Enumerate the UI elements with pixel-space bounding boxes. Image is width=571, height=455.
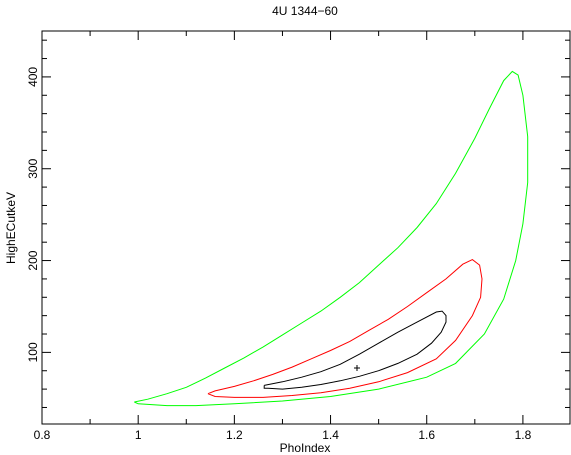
contour-line-2 bbox=[207, 259, 483, 398]
x-tick-label: 1.4 bbox=[322, 428, 339, 442]
y-tick-label: 400 bbox=[26, 67, 40, 87]
contour-lines bbox=[134, 70, 529, 407]
x-axis-ticks: 0.8 1 1.2 1.4 1.6 1.8 bbox=[34, 31, 532, 442]
y-tick-label: 300 bbox=[26, 158, 40, 178]
x-tick-label: 1.8 bbox=[515, 428, 532, 442]
y-tick-label: 100 bbox=[26, 342, 40, 362]
x-tick-label: 0.8 bbox=[34, 428, 51, 442]
x-tick-label: 1.6 bbox=[418, 428, 435, 442]
x-tick-label: 1 bbox=[135, 428, 142, 442]
best-fit-marker bbox=[353, 364, 360, 371]
best-fit-cross bbox=[353, 364, 360, 371]
plot-frame bbox=[41, 30, 571, 425]
contour-line-1 bbox=[263, 310, 447, 390]
x-axis-label: PhoIndex bbox=[280, 441, 331, 455]
chart-title: 4U 1344−60 bbox=[272, 4, 338, 18]
y-axis-ticks: 100 200 300 400 bbox=[26, 39, 570, 408]
y-axis-label: HighECutkeV bbox=[4, 192, 18, 264]
y-tick-label: 200 bbox=[26, 250, 40, 270]
contour-line-3 bbox=[134, 70, 529, 407]
x-tick-label: 1.2 bbox=[226, 428, 243, 442]
